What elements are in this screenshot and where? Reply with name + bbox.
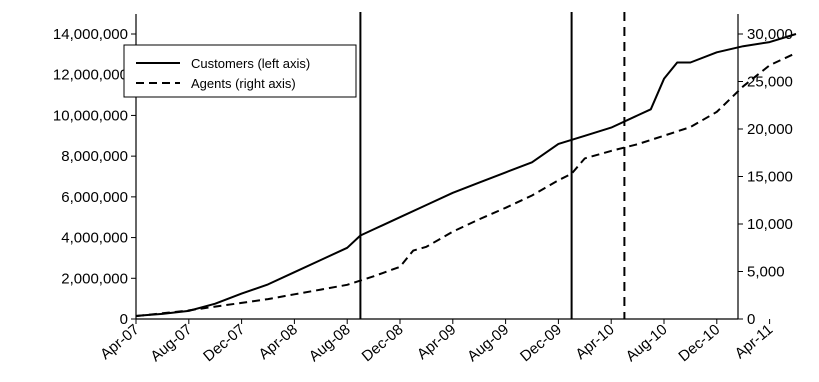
series-line-customers <box>135 33 797 317</box>
x-axis-ticks: Apr-07 Aug-07 Dec-07 Apr-08 Aug-08 Dec-08 Apr-… <box>97 319 776 365</box>
right-tick-label: 30,000 <box>747 26 793 43</box>
left-tick-label: 10,000,000 <box>53 107 128 124</box>
x-tick-label: Aug-09 <box>464 321 512 365</box>
x-tick-label: Dec-10 <box>675 321 723 365</box>
right-tick-label: 10,000 <box>747 216 793 233</box>
x-tick-label: Apr-09 <box>414 321 459 363</box>
right-axis-ticks: 0 5,000 10,000 15,000 20,000 25,000 30,000 <box>738 26 793 328</box>
left-tick-label: 8,000,000 <box>61 148 128 165</box>
legend-label-customers: Customers (left axis) <box>191 56 310 71</box>
x-tick-label: Aug-10 <box>623 321 671 365</box>
legend-label-agents: Agents (right axis) <box>191 76 296 91</box>
x-tick-label: Apr-10 <box>572 321 617 363</box>
left-tick-label: 14,000,000 <box>53 26 128 43</box>
legend: Customers (left axis) Agents (right axis… <box>123 44 357 98</box>
left-tick-label: 2,000,000 <box>61 270 128 287</box>
left-tick-label: 12,000,000 <box>53 67 128 84</box>
series-line-agents <box>135 52 797 318</box>
left-tick-label: 6,000,000 <box>61 189 128 206</box>
left-axis-ticks: 0 2,000,000 4,000,000 6,000,000 8,000,000 10,… <box>53 26 136 328</box>
x-tick-label: Dec-08 <box>359 321 407 365</box>
left-tick-label: 4,000,000 <box>61 230 128 247</box>
right-tick-label: 15,000 <box>747 169 793 186</box>
x-tick-label: Apr-08 <box>256 321 301 363</box>
x-tick-label: Dec-07 <box>200 321 248 365</box>
x-tick-label: Aug-07 <box>147 321 195 365</box>
vertical-markers <box>359 12 626 319</box>
x-tick-label: Dec-09 <box>517 321 565 365</box>
right-tick-label: 25,000 <box>747 74 793 91</box>
left-tick-label: 0 <box>120 311 128 328</box>
legend-box <box>123 44 357 98</box>
right-tick-label: 5,000 <box>747 264 785 281</box>
series-lines <box>135 33 797 318</box>
right-tick-label: 0 <box>747 311 755 328</box>
x-tick-label: Aug-08 <box>306 321 354 365</box>
right-tick-label: 20,000 <box>747 121 793 138</box>
